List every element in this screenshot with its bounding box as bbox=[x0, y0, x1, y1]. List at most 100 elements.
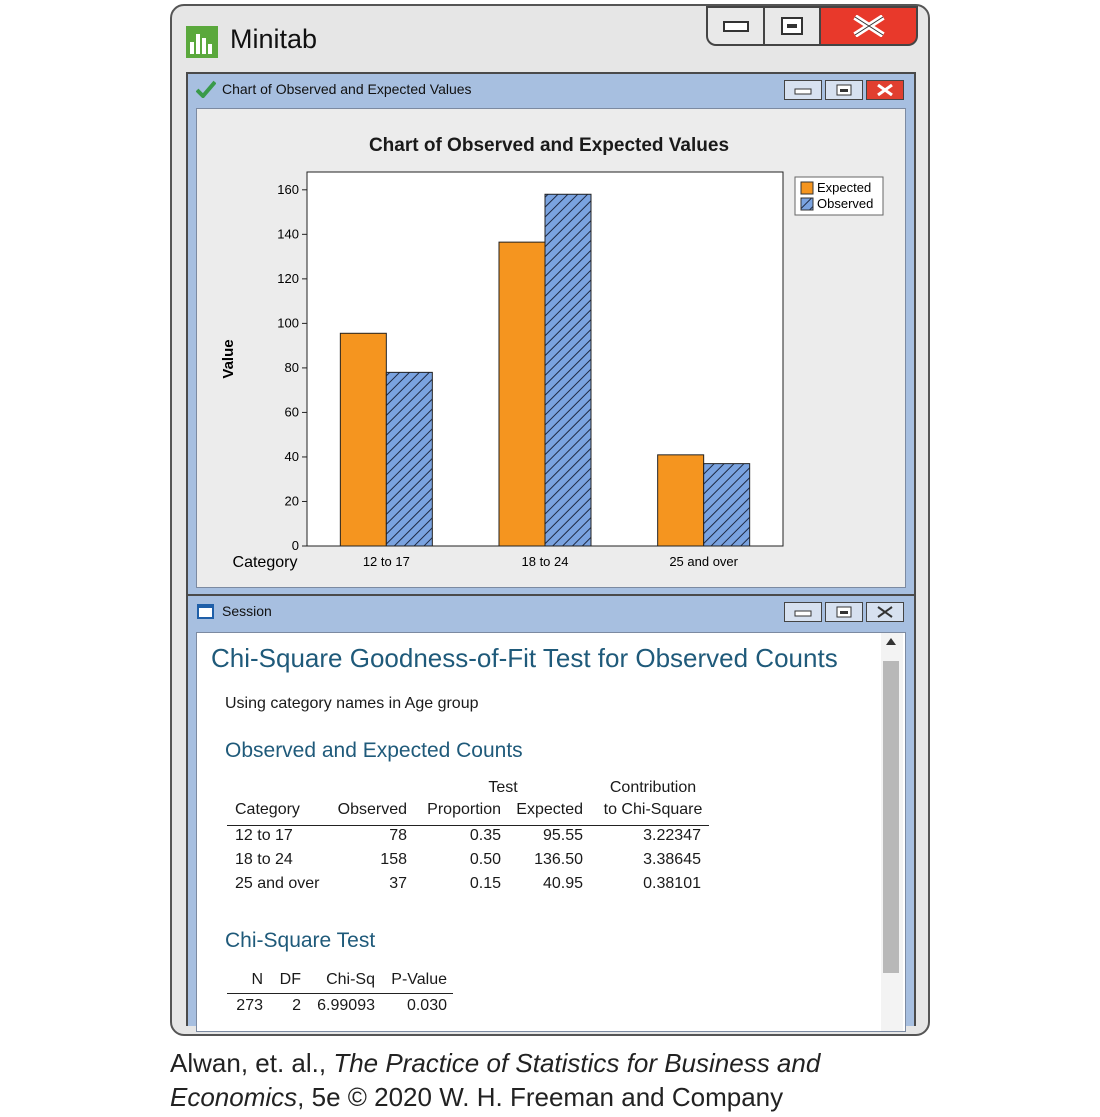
test-value-chisq: 6.99093 bbox=[317, 997, 375, 1014]
session-window-title: Session bbox=[222, 603, 272, 619]
session-note: Using category names in Age group bbox=[225, 695, 479, 712]
scroll-up-arrow-icon[interactable] bbox=[886, 638, 896, 645]
chart-minimize-button[interactable] bbox=[784, 80, 822, 100]
chart-window: Chart of Observed and Expected Values Ch… bbox=[186, 72, 916, 596]
table-cell: 0.38101 bbox=[643, 875, 701, 892]
test-header-chisq: Chi-Sq bbox=[326, 971, 375, 988]
app-title: Minitab bbox=[230, 24, 318, 54]
legend-expected-label: Expected bbox=[817, 180, 871, 195]
counts-header-rule bbox=[227, 825, 709, 826]
bar-observed-0 bbox=[385, 371, 433, 547]
close-icon bbox=[852, 15, 885, 37]
bar-expected-1 bbox=[498, 241, 546, 547]
minimize-icon bbox=[722, 21, 749, 32]
header-expected: Expected bbox=[516, 801, 583, 818]
y-axis-label: Value bbox=[220, 339, 237, 378]
bars bbox=[339, 193, 751, 547]
session-close-button[interactable] bbox=[866, 602, 904, 622]
session-scrollbar[interactable] bbox=[881, 633, 903, 1031]
chart-maximize-button[interactable] bbox=[825, 80, 863, 100]
session-minimize-button[interactable] bbox=[784, 602, 822, 622]
chart-title: Chart of Observed and Expected Values bbox=[369, 135, 729, 156]
y-tick-label: 60 bbox=[285, 404, 299, 419]
bar-observed-1 bbox=[544, 193, 592, 547]
y-axis: 0 20 40 60 80 100 120 140 160 bbox=[277, 182, 307, 553]
table-cell: 37 bbox=[389, 875, 407, 892]
header-top-proportion: Test bbox=[488, 779, 518, 796]
table-cell: 18 to 24 bbox=[235, 851, 293, 868]
legend-observed-label: Observed bbox=[817, 196, 873, 211]
window-controls bbox=[706, 6, 918, 46]
test-value-df: 2 bbox=[292, 997, 301, 1014]
minimize-icon bbox=[794, 88, 812, 95]
table-cell: 136.50 bbox=[534, 851, 583, 868]
session-maximize-button[interactable] bbox=[825, 602, 863, 622]
table-cell: 40.95 bbox=[542, 875, 583, 892]
legend-expected-swatch bbox=[800, 181, 814, 195]
maximize-icon bbox=[781, 17, 803, 35]
chart-window-controls bbox=[784, 80, 904, 100]
x-axis-label: Category bbox=[233, 554, 298, 571]
test-heading: Chi-Square Test bbox=[225, 929, 376, 952]
session-window: Session Chi-Square Goodness-of-Fit Test … bbox=[186, 594, 916, 1032]
caption-edition: , 5e © 2020 W. H. Freeman and Company bbox=[297, 1082, 784, 1112]
close-icon bbox=[877, 84, 893, 96]
y-tick-label: 120 bbox=[277, 271, 299, 286]
test-header-df: DF bbox=[279, 971, 301, 988]
bar-expected-2 bbox=[657, 454, 705, 547]
test-header-rule bbox=[227, 993, 453, 994]
table-cell: 95.55 bbox=[542, 827, 583, 844]
session-pane: Chi-Square Goodness-of-Fit Test for Obse… bbox=[196, 632, 906, 1032]
x-tick-label: 25 and over bbox=[669, 554, 738, 569]
y-tick-label: 160 bbox=[277, 182, 299, 197]
app-titlebar: Minitab bbox=[172, 6, 928, 72]
bar-observed-2 bbox=[703, 463, 751, 547]
table-cell: 0.50 bbox=[469, 851, 501, 868]
minimize-button[interactable] bbox=[706, 6, 764, 46]
caption-book-title-2: Economics bbox=[170, 1082, 298, 1112]
x-tick-label: 12 to 17 bbox=[363, 554, 410, 569]
legend: Expected Observed bbox=[794, 176, 884, 216]
test-header-pvalue: P-Value bbox=[391, 971, 447, 988]
y-tick-label: 100 bbox=[277, 315, 299, 330]
table-cell: 0.15 bbox=[469, 875, 501, 892]
chart-close-button[interactable] bbox=[866, 80, 904, 100]
maximize-icon bbox=[836, 84, 852, 96]
session-icon bbox=[197, 604, 214, 619]
bar-expected-0 bbox=[339, 332, 387, 547]
close-icon bbox=[877, 606, 893, 618]
y-tick-label: 20 bbox=[285, 493, 299, 508]
caption-authors: Alwan, et. al., bbox=[170, 1048, 334, 1078]
test-value-n: 273 bbox=[236, 997, 263, 1014]
y-tick-label: 0 bbox=[292, 538, 299, 553]
x-tick-label: 18 to 24 bbox=[522, 554, 569, 569]
minitab-bar-logo-icon bbox=[186, 26, 218, 58]
scroll-thumb[interactable] bbox=[883, 661, 899, 973]
legend-observed-swatch bbox=[800, 197, 814, 211]
table-cell: 0.35 bbox=[469, 827, 501, 844]
y-tick-label: 140 bbox=[277, 226, 299, 241]
header-test-proportion: Proportion bbox=[427, 801, 501, 818]
table-cell: 12 to 17 bbox=[235, 827, 293, 844]
minitab-window: Minitab Chart of Observed and Expected V… bbox=[170, 4, 930, 1036]
session-window-controls bbox=[784, 602, 904, 622]
test-value-pvalue: 0.030 bbox=[406, 997, 447, 1014]
counts-heading: Observed and Expected Counts bbox=[225, 739, 523, 762]
table-cell: 158 bbox=[380, 851, 407, 868]
caption: Alwan, et. al., The Practice of Statisti… bbox=[170, 1046, 820, 1114]
close-button[interactable] bbox=[820, 6, 918, 46]
y-tick-label: 40 bbox=[285, 449, 299, 464]
header-contribution: to Chi-Square bbox=[603, 801, 703, 818]
chart-window-title: Chart of Observed and Expected Values bbox=[222, 81, 472, 97]
table-cell: 3.22347 bbox=[643, 827, 701, 844]
table-cell: 3.38645 bbox=[643, 851, 701, 868]
table-cell: 78 bbox=[389, 827, 407, 844]
header-category: Category bbox=[235, 801, 300, 818]
maximize-button[interactable] bbox=[764, 6, 820, 46]
table-cell: 25 and over bbox=[235, 875, 320, 892]
caption-book-title-1: The Practice of Statistics for Business … bbox=[333, 1048, 821, 1078]
minimize-icon bbox=[794, 610, 812, 617]
header-observed: Observed bbox=[337, 801, 407, 818]
checkmark-icon bbox=[196, 80, 216, 98]
maximize-icon bbox=[836, 606, 852, 618]
